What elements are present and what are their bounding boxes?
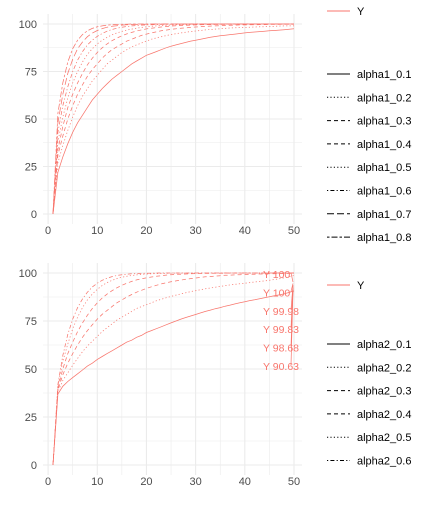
y-tick-label: 100 <box>19 268 37 280</box>
legend-label-color: Y <box>357 280 365 292</box>
x-tick-label: 20 <box>140 476 152 488</box>
y-tick-label: 75 <box>25 67 37 79</box>
series-line-alpha2-0-1 <box>52 290 295 466</box>
series-line-alpha1-0-3 <box>52 23 294 215</box>
x-tick-label: 50 <box>288 476 300 488</box>
x-tick-label: 40 <box>239 225 251 237</box>
legend-label-linetype: alpha1_0.4 <box>357 139 411 151</box>
legend-label-linetype: alpha1_0.2 <box>357 92 411 104</box>
legend-label-linetype: alpha1_0.7 <box>357 209 411 221</box>
legend-label-linetype: alpha2_0.2 <box>357 362 411 374</box>
annotations: Y 100 Y 100 Y 99.98 Y 99.83 Y 98.68 Y 90.63 <box>263 269 299 373</box>
y-tick-label: 50 <box>25 114 37 126</box>
legend-label-linetype: alpha2_0.5 <box>357 432 411 444</box>
annotation-label: Y 100 <box>263 287 290 299</box>
series-line-alpha1-0-8 <box>52 23 294 215</box>
series-line-alpha2-0-3 <box>52 272 295 466</box>
x-tick-label: 50 <box>288 225 300 237</box>
annotation-label: Y 99.98 <box>263 306 299 318</box>
annotation-leader <box>290 289 294 366</box>
legend-label-linetype: alpha1_0.3 <box>357 116 411 128</box>
x-tick-label: 10 <box>91 476 103 488</box>
y-tick-label: 0 <box>31 209 37 221</box>
series-lines <box>52 23 295 215</box>
annotation-label: Y 90.63 <box>263 361 299 373</box>
y-tick-label: 0 <box>31 460 37 472</box>
legend-label-linetype: alpha1_0.1 <box>357 69 411 81</box>
legend-label-linetype: alpha2_0.1 <box>357 339 411 351</box>
x-tick-label: 10 <box>91 225 103 237</box>
x-tick-label: 0 <box>45 225 51 237</box>
series-lines <box>52 272 295 466</box>
annotation-leader <box>290 283 294 292</box>
series-line-alpha2-0-6 <box>52 272 294 466</box>
tick-labels: 0 10 20 30 40 50 0 25 50 75 100 <box>19 268 300 488</box>
annotation-label: Y 99.83 <box>263 324 299 336</box>
x-tick-label: 40 <box>239 476 251 488</box>
x-tick-label: 30 <box>190 225 202 237</box>
y-tick-label: 75 <box>25 316 37 328</box>
y-tick-label: 25 <box>25 162 37 174</box>
legend-label-linetype: alpha2_0.3 <box>357 386 411 398</box>
series-line-alpha2-0-2 <box>52 275 295 466</box>
tick-labels: 0 10 20 30 40 50 0 25 50 75 100 <box>19 19 300 237</box>
series-line-alpha1-0-1 <box>52 28 295 215</box>
legend-label-linetype: alpha1_0.8 <box>357 232 411 244</box>
x-tick-label: 20 <box>140 225 152 237</box>
y-tick-label: 25 <box>25 412 37 424</box>
x-tick-label: 0 <box>45 476 51 488</box>
annotation-label: Y 100 <box>263 269 290 281</box>
annotation-leader <box>290 272 294 283</box>
legend-label-linetype: alpha2_0.4 <box>357 409 411 421</box>
series-line-alpha1-0-2 <box>52 25 294 215</box>
legend-label-color: Y <box>357 6 365 18</box>
y-tick-label: 50 <box>25 364 37 376</box>
legend-label-linetype: alpha1_0.6 <box>357 186 411 198</box>
legend-label-linetype: alpha2_0.6 <box>357 456 411 468</box>
y-tick-label: 100 <box>19 19 37 31</box>
annotation-label: Y 98.68 <box>263 343 299 355</box>
series-line-alpha1-0-4 <box>52 23 294 215</box>
series-line-alpha2-0-4 <box>52 272 294 466</box>
x-tick-label: 30 <box>190 476 202 488</box>
gridlines <box>43 14 302 224</box>
legend-label-linetype: alpha1_0.5 <box>357 162 411 174</box>
